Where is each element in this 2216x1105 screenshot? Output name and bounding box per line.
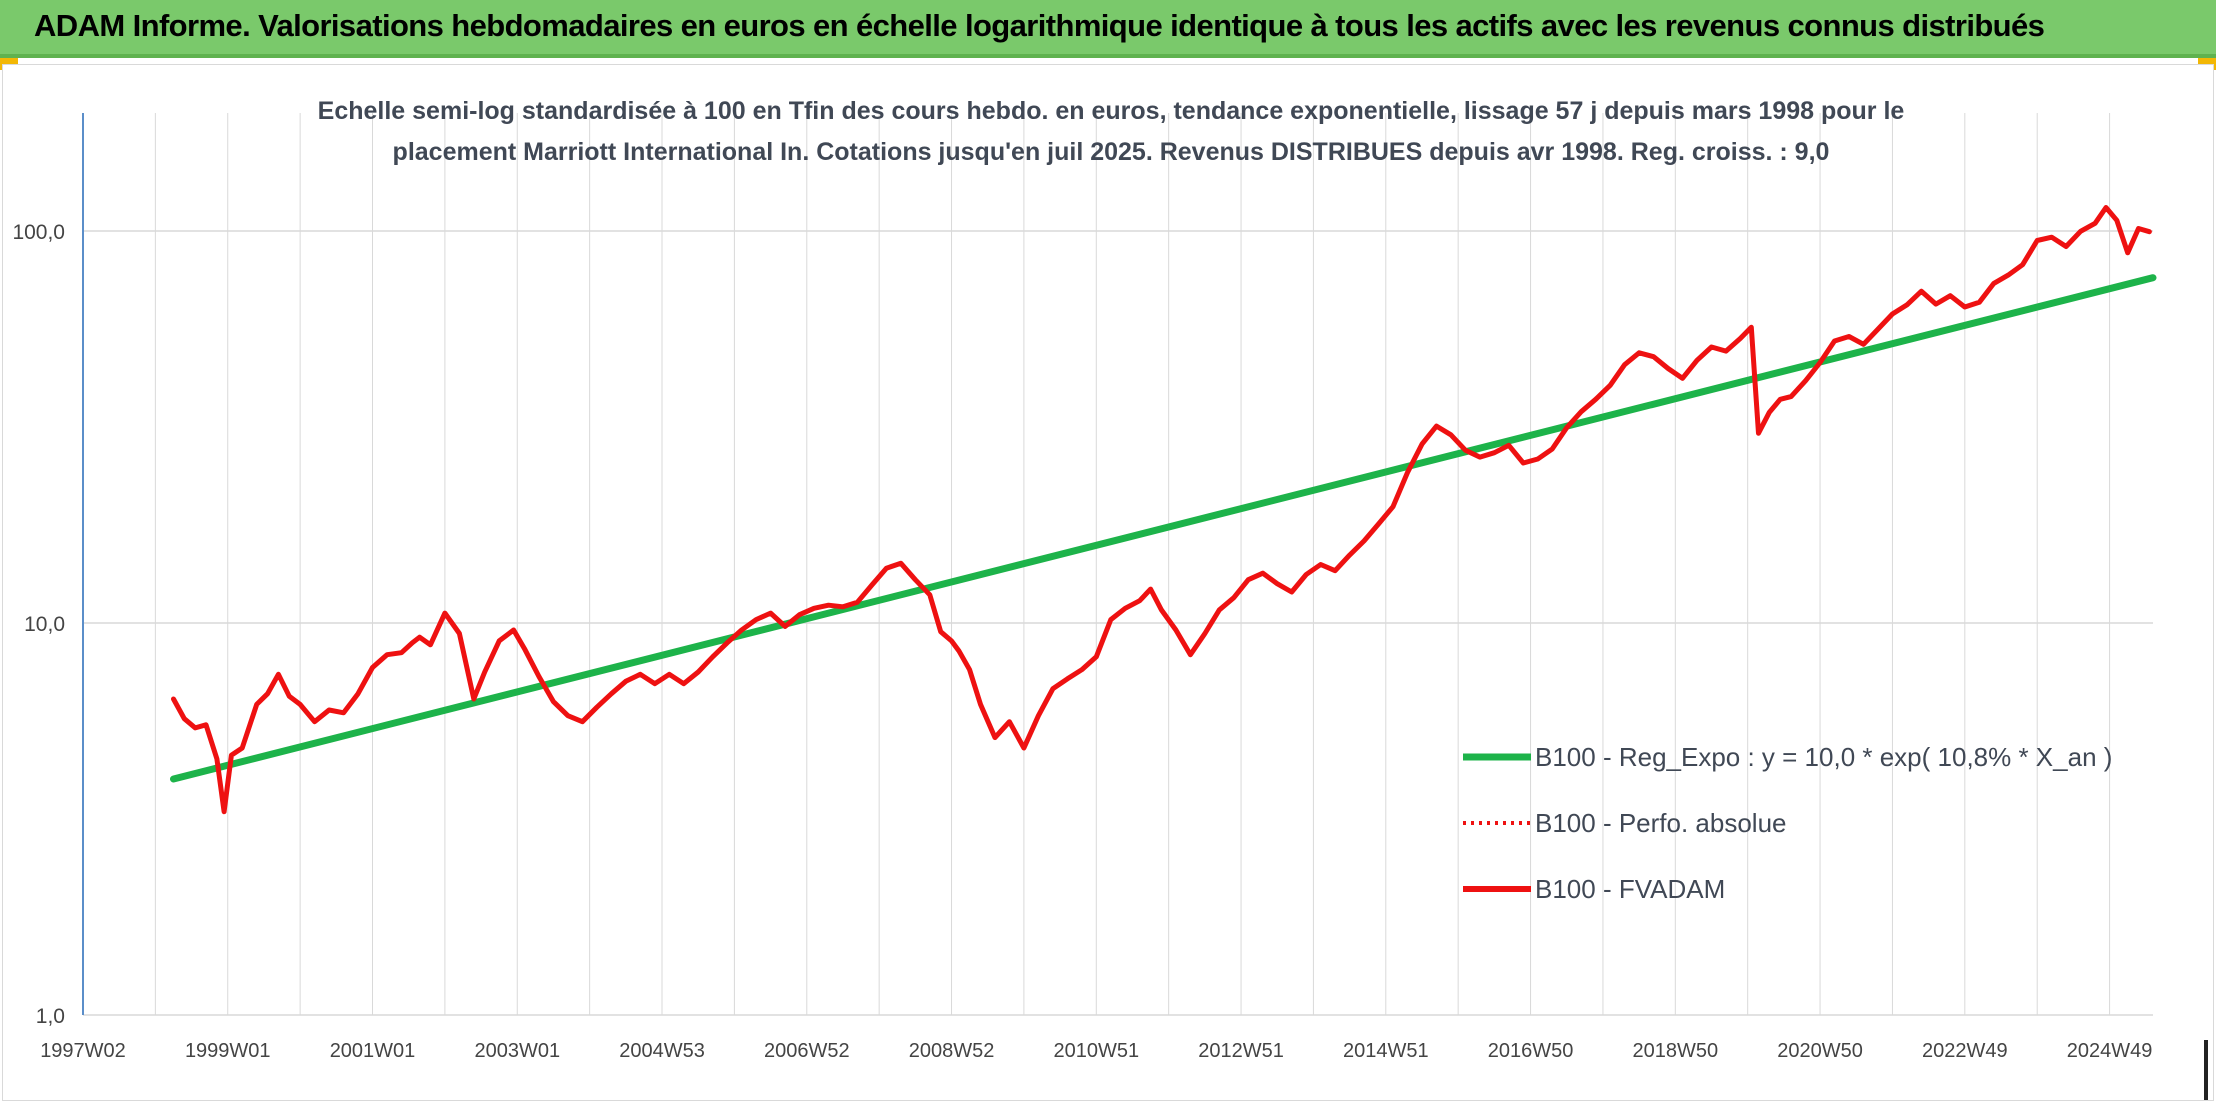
chart-area: Echelle semi-log standardisée à 100 en T… — [2, 64, 2214, 1101]
x-tick-label: 1997W02 — [40, 1040, 126, 1062]
x-tick-label: 2016W50 — [1488, 1040, 1574, 1062]
regression-line — [170, 274, 2157, 783]
grid-layer — [83, 113, 2153, 1016]
series-layer — [170, 205, 2157, 815]
log-line-chart: Echelle semi-log standardisée à 100 en T… — [12, 97, 2157, 1062]
legend-label: B100 - Perfo. absolue — [1535, 808, 1787, 838]
chart-legend: B100 - Reg_Expo : y = 10,0 * exp( 10,8% … — [1463, 742, 2112, 904]
chart-subtitle: placement Marriott International In. Cot… — [393, 138, 1830, 166]
legend-label: B100 - FVADAM — [1535, 874, 1725, 904]
legend-label: B100 - Reg_Expo : y = 10,0 * exp( 10,8% … — [1535, 742, 2112, 772]
right-edge-bar — [2204, 1040, 2208, 1100]
x-tick-label: 2004W53 — [619, 1040, 705, 1062]
y-tick-label: 100,0 — [12, 221, 65, 244]
x-tick-label: 2006W52 — [764, 1040, 850, 1062]
x-tick-label: 2024W49 — [2067, 1040, 2153, 1062]
x-tick-label: 2014W51 — [1343, 1040, 1429, 1062]
x-tick-label: 2020W50 — [1777, 1040, 1863, 1062]
report-banner: ADAM Informe. Valorisations hebdomadaire… — [0, 0, 2216, 58]
x-tick-label: 2022W49 — [1922, 1040, 2008, 1062]
report-title: ADAM Informe. Valorisations hebdomadaire… — [34, 8, 2045, 43]
x-tick-label: 2010W51 — [1053, 1040, 1139, 1062]
fvadam-line — [171, 205, 2152, 815]
x-tick-label: 2003W01 — [474, 1040, 560, 1062]
x-tick-label: 2012W51 — [1198, 1040, 1284, 1062]
y-tick-label: 10,0 — [24, 613, 65, 636]
x-tick-label: 2008W52 — [909, 1040, 995, 1062]
x-tick-label: 2001W01 — [330, 1040, 416, 1062]
y-tick-label: 1,0 — [36, 1005, 65, 1028]
axis-layer: 1,0 10,0 100,0 1997W02 1999W01 2001W01 2003W01… — [12, 113, 2152, 1062]
x-tick-label: 1999W01 — [185, 1040, 271, 1062]
chart-title: Echelle semi-log standardisée à 100 en T… — [318, 97, 1905, 125]
x-tick-label: 2018W50 — [1632, 1040, 1718, 1062]
